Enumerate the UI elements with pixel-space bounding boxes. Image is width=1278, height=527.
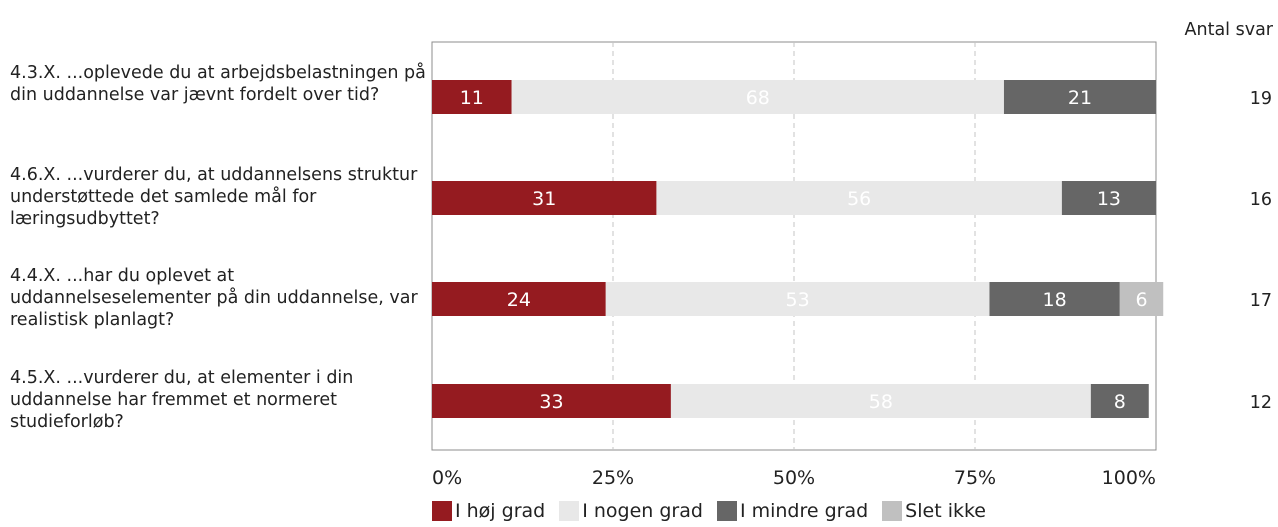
- bar-segment: [432, 384, 671, 418]
- bar-segment: [670, 384, 1091, 418]
- data-label: 68: [746, 87, 770, 109]
- response-count-3: 17: [1249, 291, 1272, 311]
- data-label: 18: [1043, 289, 1067, 311]
- legend-swatch-none: [882, 501, 903, 521]
- bar-segment: [989, 282, 1120, 316]
- question-label-2: 4.6.X. ...vurderer du, at uddannelsens s…: [10, 165, 418, 229]
- data-label: 33: [539, 391, 563, 413]
- legend-label-some: I nogen grad: [582, 500, 703, 522]
- response-count-2: 16: [1249, 190, 1272, 210]
- bar-segment: [432, 181, 657, 215]
- bar-segment: [1119, 282, 1164, 316]
- data-label: 11: [460, 87, 484, 109]
- data-label: 13: [1097, 188, 1121, 210]
- legend-item-high: I høj grad: [432, 500, 545, 522]
- responses-header: Antal svar: [1184, 20, 1273, 40]
- data-label: 6: [1135, 289, 1147, 311]
- legend-swatch-some: [559, 501, 580, 521]
- bar-segment: [1061, 181, 1156, 215]
- legend-label-less: I mindre grad: [739, 500, 869, 522]
- legend-item-less: I mindre grad: [716, 500, 869, 522]
- data-label: 31: [532, 188, 556, 210]
- bar-segment: [1003, 80, 1156, 114]
- data-label: 8: [1114, 391, 1126, 413]
- data-label: 56: [847, 188, 871, 210]
- x-tick-label: 0%: [432, 467, 462, 489]
- data-label: 53: [786, 289, 810, 311]
- data-label: 21: [1068, 87, 1092, 109]
- response-count-1: 19: [1249, 89, 1272, 109]
- legend-swatch-less: [716, 501, 737, 521]
- question-label-1: 4.3.X. ...oplevede du at arbejdsbelastni…: [10, 63, 426, 105]
- bar-segment: [605, 282, 990, 316]
- response-count-4: 12: [1249, 393, 1272, 413]
- bar-segment: [511, 80, 1004, 114]
- legend: I høj grad I nogen grad I mindre grad Sl…: [432, 500, 1000, 522]
- data-label: 24: [507, 289, 531, 311]
- bar-segment: [432, 80, 512, 114]
- x-tick-label: 50%: [773, 467, 815, 489]
- question-label-4: 4.5.X. ...vurderer du, at elementer i di…: [10, 368, 354, 432]
- legend-label-none: Slet ikke: [905, 500, 986, 522]
- data-label: 58: [869, 391, 893, 413]
- legend-label-high: I høj grad: [455, 500, 546, 522]
- x-tick-label: 25%: [592, 467, 634, 489]
- bar-segment: [432, 282, 606, 316]
- legend-item-none: Slet ikke: [882, 500, 986, 522]
- legend-item-some: I nogen grad: [559, 500, 703, 522]
- bar-segment: [1090, 384, 1149, 418]
- question-label-3: 4.4.X. ...har du oplevet at uddannelsese…: [10, 266, 418, 330]
- x-tick-label: 75%: [954, 467, 996, 489]
- x-tick-label: 100%: [1102, 467, 1156, 489]
- legend-swatch-high: [432, 501, 452, 521]
- bar-segment: [656, 181, 1062, 215]
